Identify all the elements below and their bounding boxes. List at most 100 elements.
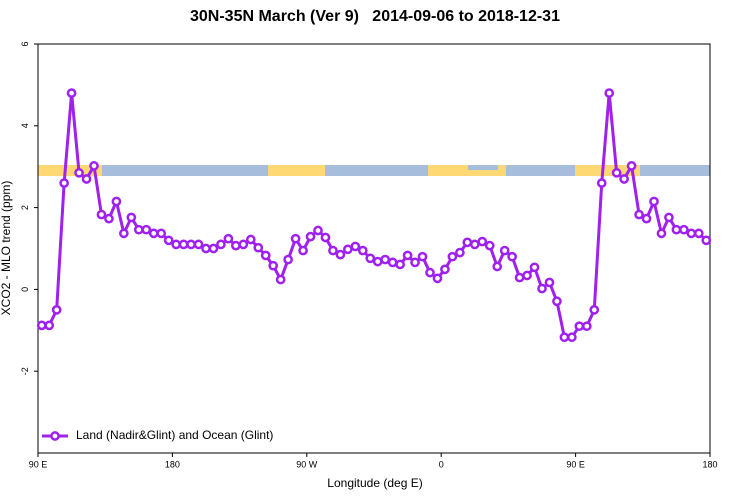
data-point: [649, 196, 659, 207]
data-point: [529, 262, 540, 273]
x-axis-label: Longitude (deg E): [327, 476, 422, 490]
land-band: [498, 165, 506, 176]
data-point: [619, 174, 629, 184]
data-point: [223, 233, 234, 244]
data-point: [372, 256, 383, 267]
data-point: [440, 264, 450, 275]
y-tick-label: 4: [20, 123, 30, 128]
data-point: [59, 178, 69, 188]
data-point: [455, 247, 465, 258]
data-point: [283, 254, 293, 265]
legend-label: Land (Nadir&Glint) and Ocean (Glint): [76, 428, 273, 442]
x-tick-label: 180: [165, 459, 180, 469]
data-point: [462, 237, 473, 248]
data-point: [208, 243, 219, 254]
data-point: [507, 251, 517, 262]
data-point: [104, 213, 114, 224]
data-point: [574, 321, 585, 332]
data-point: [253, 242, 264, 253]
data-point: [111, 196, 122, 207]
data-point: [74, 167, 84, 178]
data-point: [245, 234, 256, 245]
data-point: [290, 233, 301, 244]
data-point: [171, 239, 181, 250]
x-tick-label: 180: [702, 459, 717, 469]
data-point: [380, 254, 391, 265]
data-point: [141, 224, 152, 235]
data-point: [186, 239, 196, 250]
data-point: [671, 224, 682, 235]
data-point: [357, 245, 368, 256]
land-band: [428, 165, 468, 176]
data-point: [133, 224, 144, 235]
x-tick-label: 90 E: [29, 459, 48, 469]
data-point: [51, 305, 62, 315]
data-point: [298, 245, 308, 256]
data-point: [552, 296, 562, 307]
y-tick-label: -2: [20, 367, 30, 375]
data-point: [664, 212, 674, 223]
data-point: [44, 320, 55, 331]
data-point: [328, 245, 338, 256]
data-point: [425, 267, 435, 278]
data-point: [686, 228, 697, 239]
data-point: [201, 243, 211, 254]
data-point: [36, 320, 47, 331]
data-point: [589, 305, 600, 315]
data-point: [499, 245, 510, 256]
data-point: [447, 251, 458, 262]
data-point: [238, 239, 249, 250]
data-point: [544, 277, 555, 288]
data-point: [343, 244, 353, 255]
data-point: [477, 236, 488, 247]
data-point: [193, 239, 204, 250]
data-point: [395, 259, 405, 270]
data-point: [469, 239, 480, 250]
data-point: [320, 232, 331, 243]
data-point: [693, 228, 704, 239]
data-point: [231, 240, 241, 251]
plot-frame: [37, 43, 711, 454]
y-tick-label: 2: [20, 205, 30, 210]
data-point: [81, 174, 92, 184]
data-point: [634, 209, 644, 220]
data-point: [216, 239, 226, 250]
data-point: [178, 239, 189, 250]
data-point: [701, 235, 712, 246]
data-point: [522, 270, 532, 281]
data-point: [641, 213, 652, 224]
data-point: [492, 261, 503, 272]
data-point: [432, 273, 443, 284]
data-point: [679, 224, 689, 235]
data-point: [402, 250, 413, 261]
data-point: [559, 332, 570, 343]
legend-marker: [50, 431, 60, 441]
land-band: [38, 165, 102, 176]
ocean-band: [38, 165, 710, 176]
y-axis-label: XCO2 - MLO trend (ppm): [0, 181, 13, 316]
land-ocean-band: [38, 165, 710, 176]
data-point: [275, 274, 286, 285]
x-tick-label: 90 W: [296, 459, 318, 469]
land-band: [575, 165, 640, 176]
data-point: [537, 283, 547, 294]
data-point: [96, 209, 107, 220]
data-point: [596, 178, 607, 188]
data-point: [148, 228, 159, 239]
data-point: [365, 253, 376, 264]
data-point: [305, 231, 316, 242]
data-point: [66, 88, 77, 98]
data-point: [313, 225, 323, 236]
data-point: [410, 257, 420, 268]
data-point: [156, 228, 167, 239]
y-tick-label: 6: [20, 41, 30, 46]
data-point: [611, 167, 622, 178]
land-band: [268, 165, 325, 176]
data-point: [387, 257, 398, 268]
chart-title: 30N-35N March (Ver 9) 2014-09-06 to 2018…: [190, 8, 560, 25]
data-point: [163, 235, 174, 246]
data-point: [126, 212, 137, 223]
data-point: [268, 260, 279, 271]
data-point: [89, 161, 99, 171]
